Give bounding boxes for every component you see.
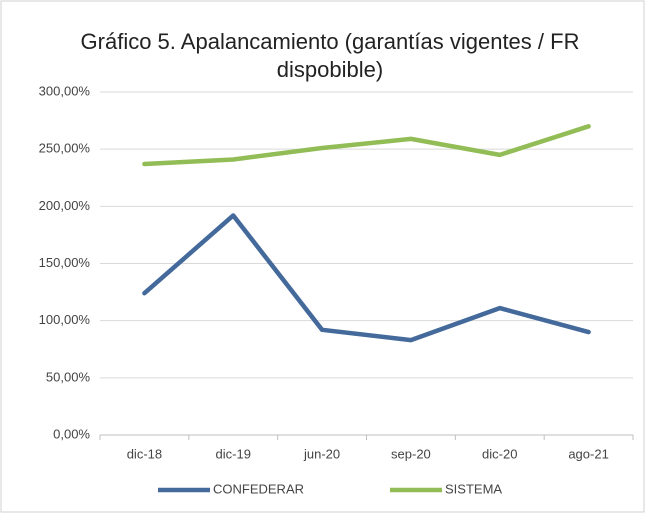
y-tick-label: 100,00% [39,312,91,327]
legend-label: SISTEMA [445,481,502,496]
legend-label: CONFEDERAR [213,481,304,496]
series-line [142,213,591,343]
x-tick-label: sep-20 [391,446,431,461]
x-tick-label: ago-21 [568,446,608,461]
y-tick-label: 200,00% [39,198,91,213]
y-tick-label: 50,00% [46,369,91,384]
y-tick-label: 250,00% [39,141,91,156]
y-tick-label: 150,00% [39,255,91,270]
x-tick-label: jun-20 [303,446,340,461]
x-tick-label: dic-20 [482,446,517,461]
x-tick-label: dic-18 [127,446,162,461]
chart-title: Gráfico 5. Apalancamiento (garantías vig… [80,29,580,82]
series-line [142,124,591,167]
y-tick-label: 300,00% [39,83,91,98]
y-tick-label: 0,00% [53,426,90,441]
x-tick-label: dic-19 [216,446,251,461]
